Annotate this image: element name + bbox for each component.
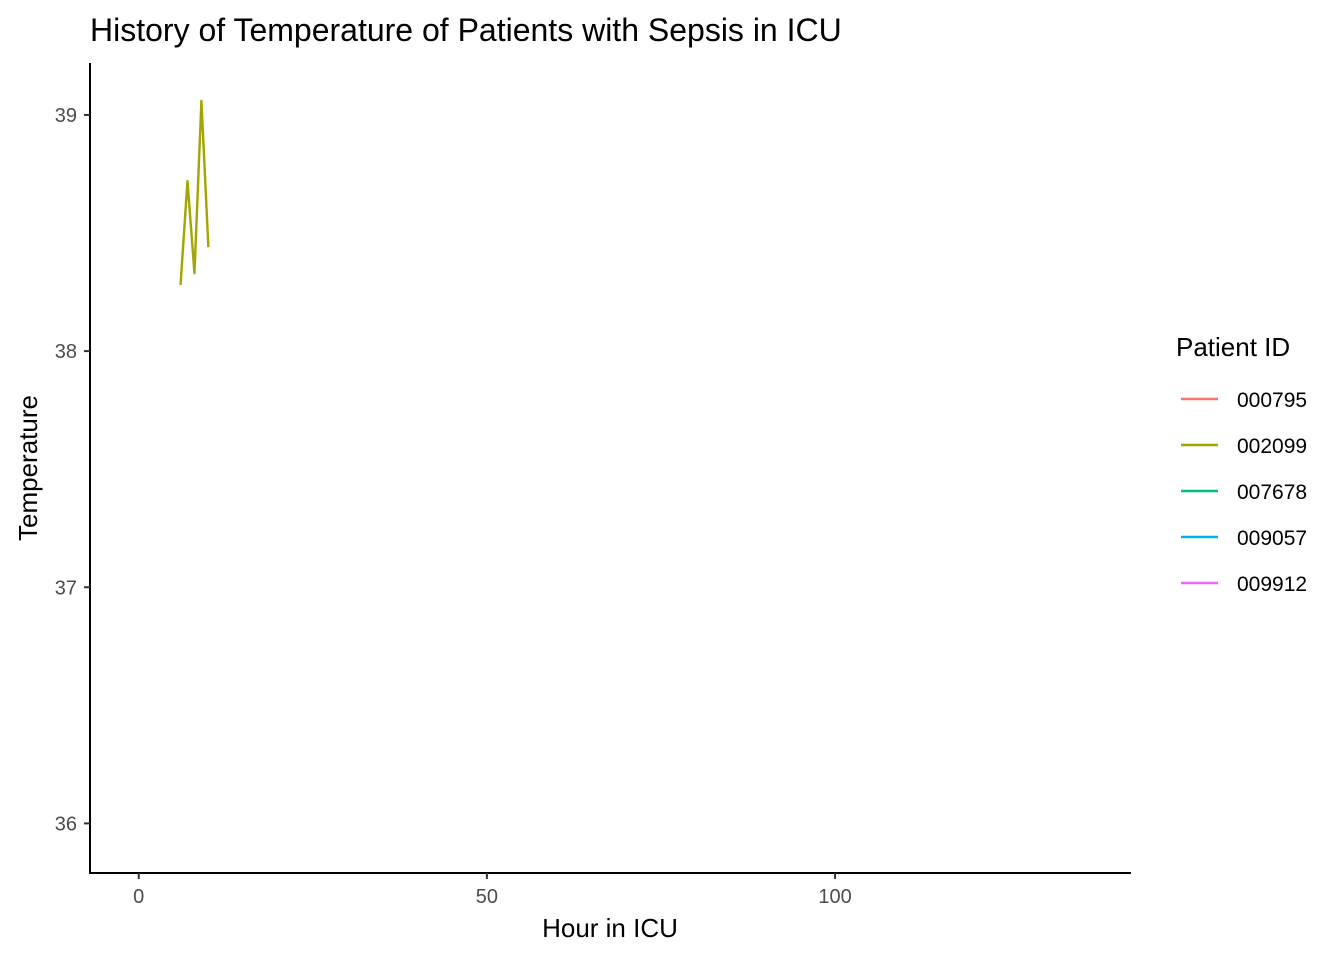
legend-label: 009057 <box>1237 527 1307 550</box>
x-axis-title: Hour in ICU <box>542 913 678 943</box>
x-ticks: 0 50 100 <box>133 873 852 908</box>
y-tick-label: 38 <box>55 341 77 363</box>
plot-area: 36 37 38 39 0 50 100 <box>55 63 1131 908</box>
legend-label: 000795 <box>1237 389 1307 412</box>
legend-label: 002099 <box>1237 435 1307 458</box>
legend-items: 000795 002099 007678 009057 009912 <box>1181 389 1307 596</box>
y-tick-label: 37 <box>55 577 77 599</box>
y-tick-label: 39 <box>55 105 77 127</box>
chart-title: History of Temperature of Patients with … <box>90 12 842 48</box>
y-tick-label: 36 <box>55 813 77 835</box>
x-tick-label: 100 <box>818 886 851 908</box>
x-tick-label: 0 <box>133 886 144 908</box>
y-axis-title: Temperature <box>13 395 43 541</box>
legend: Patient ID 000795 002099 007678 009057 00991… <box>1176 332 1307 596</box>
legend-label: 007678 <box>1237 481 1307 504</box>
x-tick-label: 50 <box>476 886 498 908</box>
legend-label: 009912 <box>1237 573 1307 596</box>
series-lines <box>179 99 210 286</box>
y-ticks: 36 37 38 39 <box>55 105 90 835</box>
legend-title: Patient ID <box>1176 332 1290 362</box>
series-line-002099 <box>179 99 210 286</box>
